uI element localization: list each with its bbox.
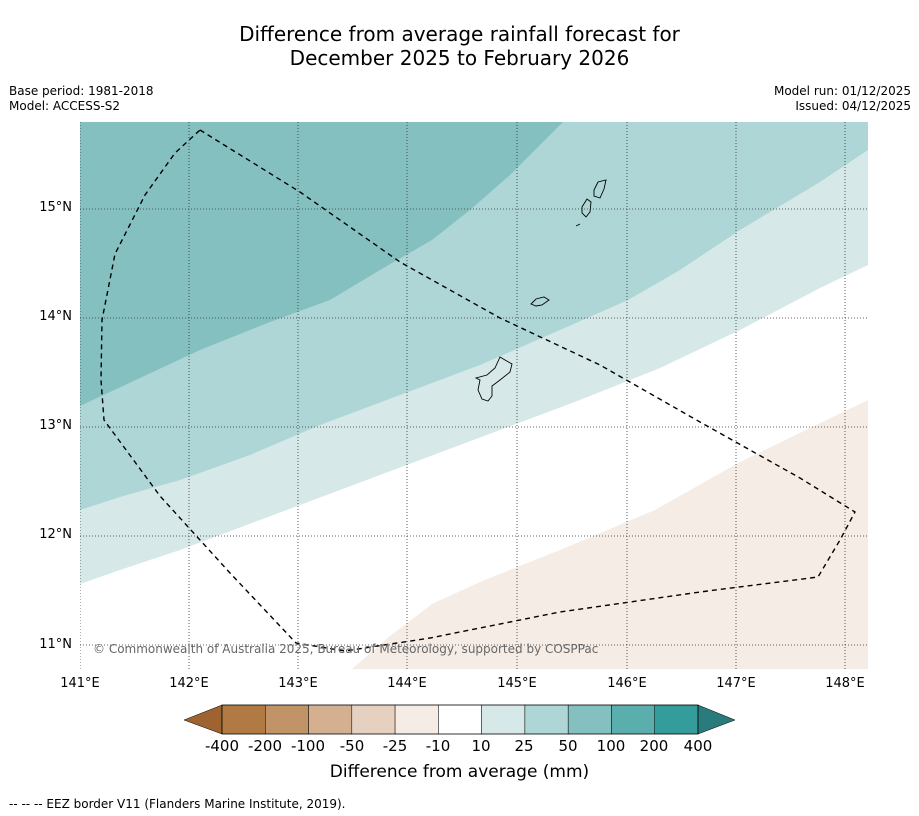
colorbar-left-arrow xyxy=(183,704,223,735)
lon-label-145e: 145°E xyxy=(497,676,537,691)
lat-label-11n: 11°N xyxy=(39,637,72,652)
colorbar-label: 50 xyxy=(558,737,578,755)
colorbar-label: 25 xyxy=(514,737,534,755)
colorbar-label: -200 xyxy=(247,737,283,755)
model-name: Model: ACCESS-S2 xyxy=(9,99,121,113)
lat-label-12n: 12°N xyxy=(39,527,72,542)
meta-left: Base period: 1981-2018 Model: ACCESS-S2 xyxy=(9,84,154,114)
band-neg-10-25 xyxy=(352,400,868,669)
colorbar-title: Difference from average (mm) xyxy=(329,762,590,782)
lon-label-146e: 146°E xyxy=(607,676,647,691)
issued-date: Issued: 04/12/2025 xyxy=(795,99,911,113)
colorbar-label: -100 xyxy=(290,737,326,755)
colorbar-segment xyxy=(611,704,655,735)
lon-label-148e: 148°E xyxy=(825,676,865,691)
lon-label-147e: 147°E xyxy=(716,676,756,691)
chart-title: Difference from average rainfall forecas… xyxy=(0,22,919,70)
copyright-notice: © Commonwealth of Australia 2025, Bureau… xyxy=(93,642,599,656)
colorbar-segment xyxy=(481,704,526,735)
lat-label-13n: 13°N xyxy=(39,418,72,433)
meta-right: Model run: 01/12/2025 Issued: 04/12/2025 xyxy=(774,84,911,114)
colorbar-segment xyxy=(221,704,266,735)
colorbar-segment xyxy=(308,704,353,735)
eez-border xyxy=(100,129,856,652)
band-50-100 xyxy=(80,122,563,406)
colorbar-segment xyxy=(524,704,569,735)
lon-label-143e: 143°E xyxy=(278,676,318,691)
colorbar-outline xyxy=(221,704,699,735)
colorbar-label: -25 xyxy=(382,737,408,755)
colorbar-segment xyxy=(265,704,309,735)
title-line-1: Difference from average rainfall forecas… xyxy=(239,22,680,46)
colorbar xyxy=(183,704,736,735)
base-period: Base period: 1981-2018 xyxy=(9,84,154,98)
colorbar-label: 10 xyxy=(471,737,491,755)
lon-label-142e: 142°E xyxy=(169,676,209,691)
lon-label-141e: 141°E xyxy=(60,676,100,691)
rota-island xyxy=(530,296,550,307)
lat-label-15n: 15°N xyxy=(39,200,72,215)
colorbar-label: -400 xyxy=(204,737,240,755)
colorbar-segment xyxy=(351,704,396,735)
islands xyxy=(474,179,607,402)
colorbar-segment xyxy=(567,704,612,735)
colorbar-right-arrow xyxy=(697,704,736,735)
aguijan-island xyxy=(575,223,581,227)
colorbar-label: 400 xyxy=(683,737,713,755)
graticule xyxy=(80,122,868,669)
colorbar-segment xyxy=(438,704,482,735)
colorbar-label: 200 xyxy=(639,737,669,755)
colorbar-label: -50 xyxy=(339,737,365,755)
lat-label-14n: 14°N xyxy=(39,309,72,324)
tinian-island xyxy=(581,198,592,218)
map-frame xyxy=(80,122,868,669)
lon-label-144e: 144°E xyxy=(387,676,427,691)
colorbar-label: -10 xyxy=(425,737,451,755)
saipan-island xyxy=(593,179,607,199)
title-line-2: December 2025 to February 2026 xyxy=(289,46,630,70)
colorbar-segment xyxy=(394,704,439,735)
colorbar-label: 100 xyxy=(596,737,626,755)
guam-island xyxy=(474,356,513,402)
model-run: Model run: 01/12/2025 xyxy=(773,84,911,98)
eez-footnote: -- -- -- EEZ border V11 (Flanders Marine… xyxy=(9,797,346,811)
colorbar-segment xyxy=(654,704,699,735)
